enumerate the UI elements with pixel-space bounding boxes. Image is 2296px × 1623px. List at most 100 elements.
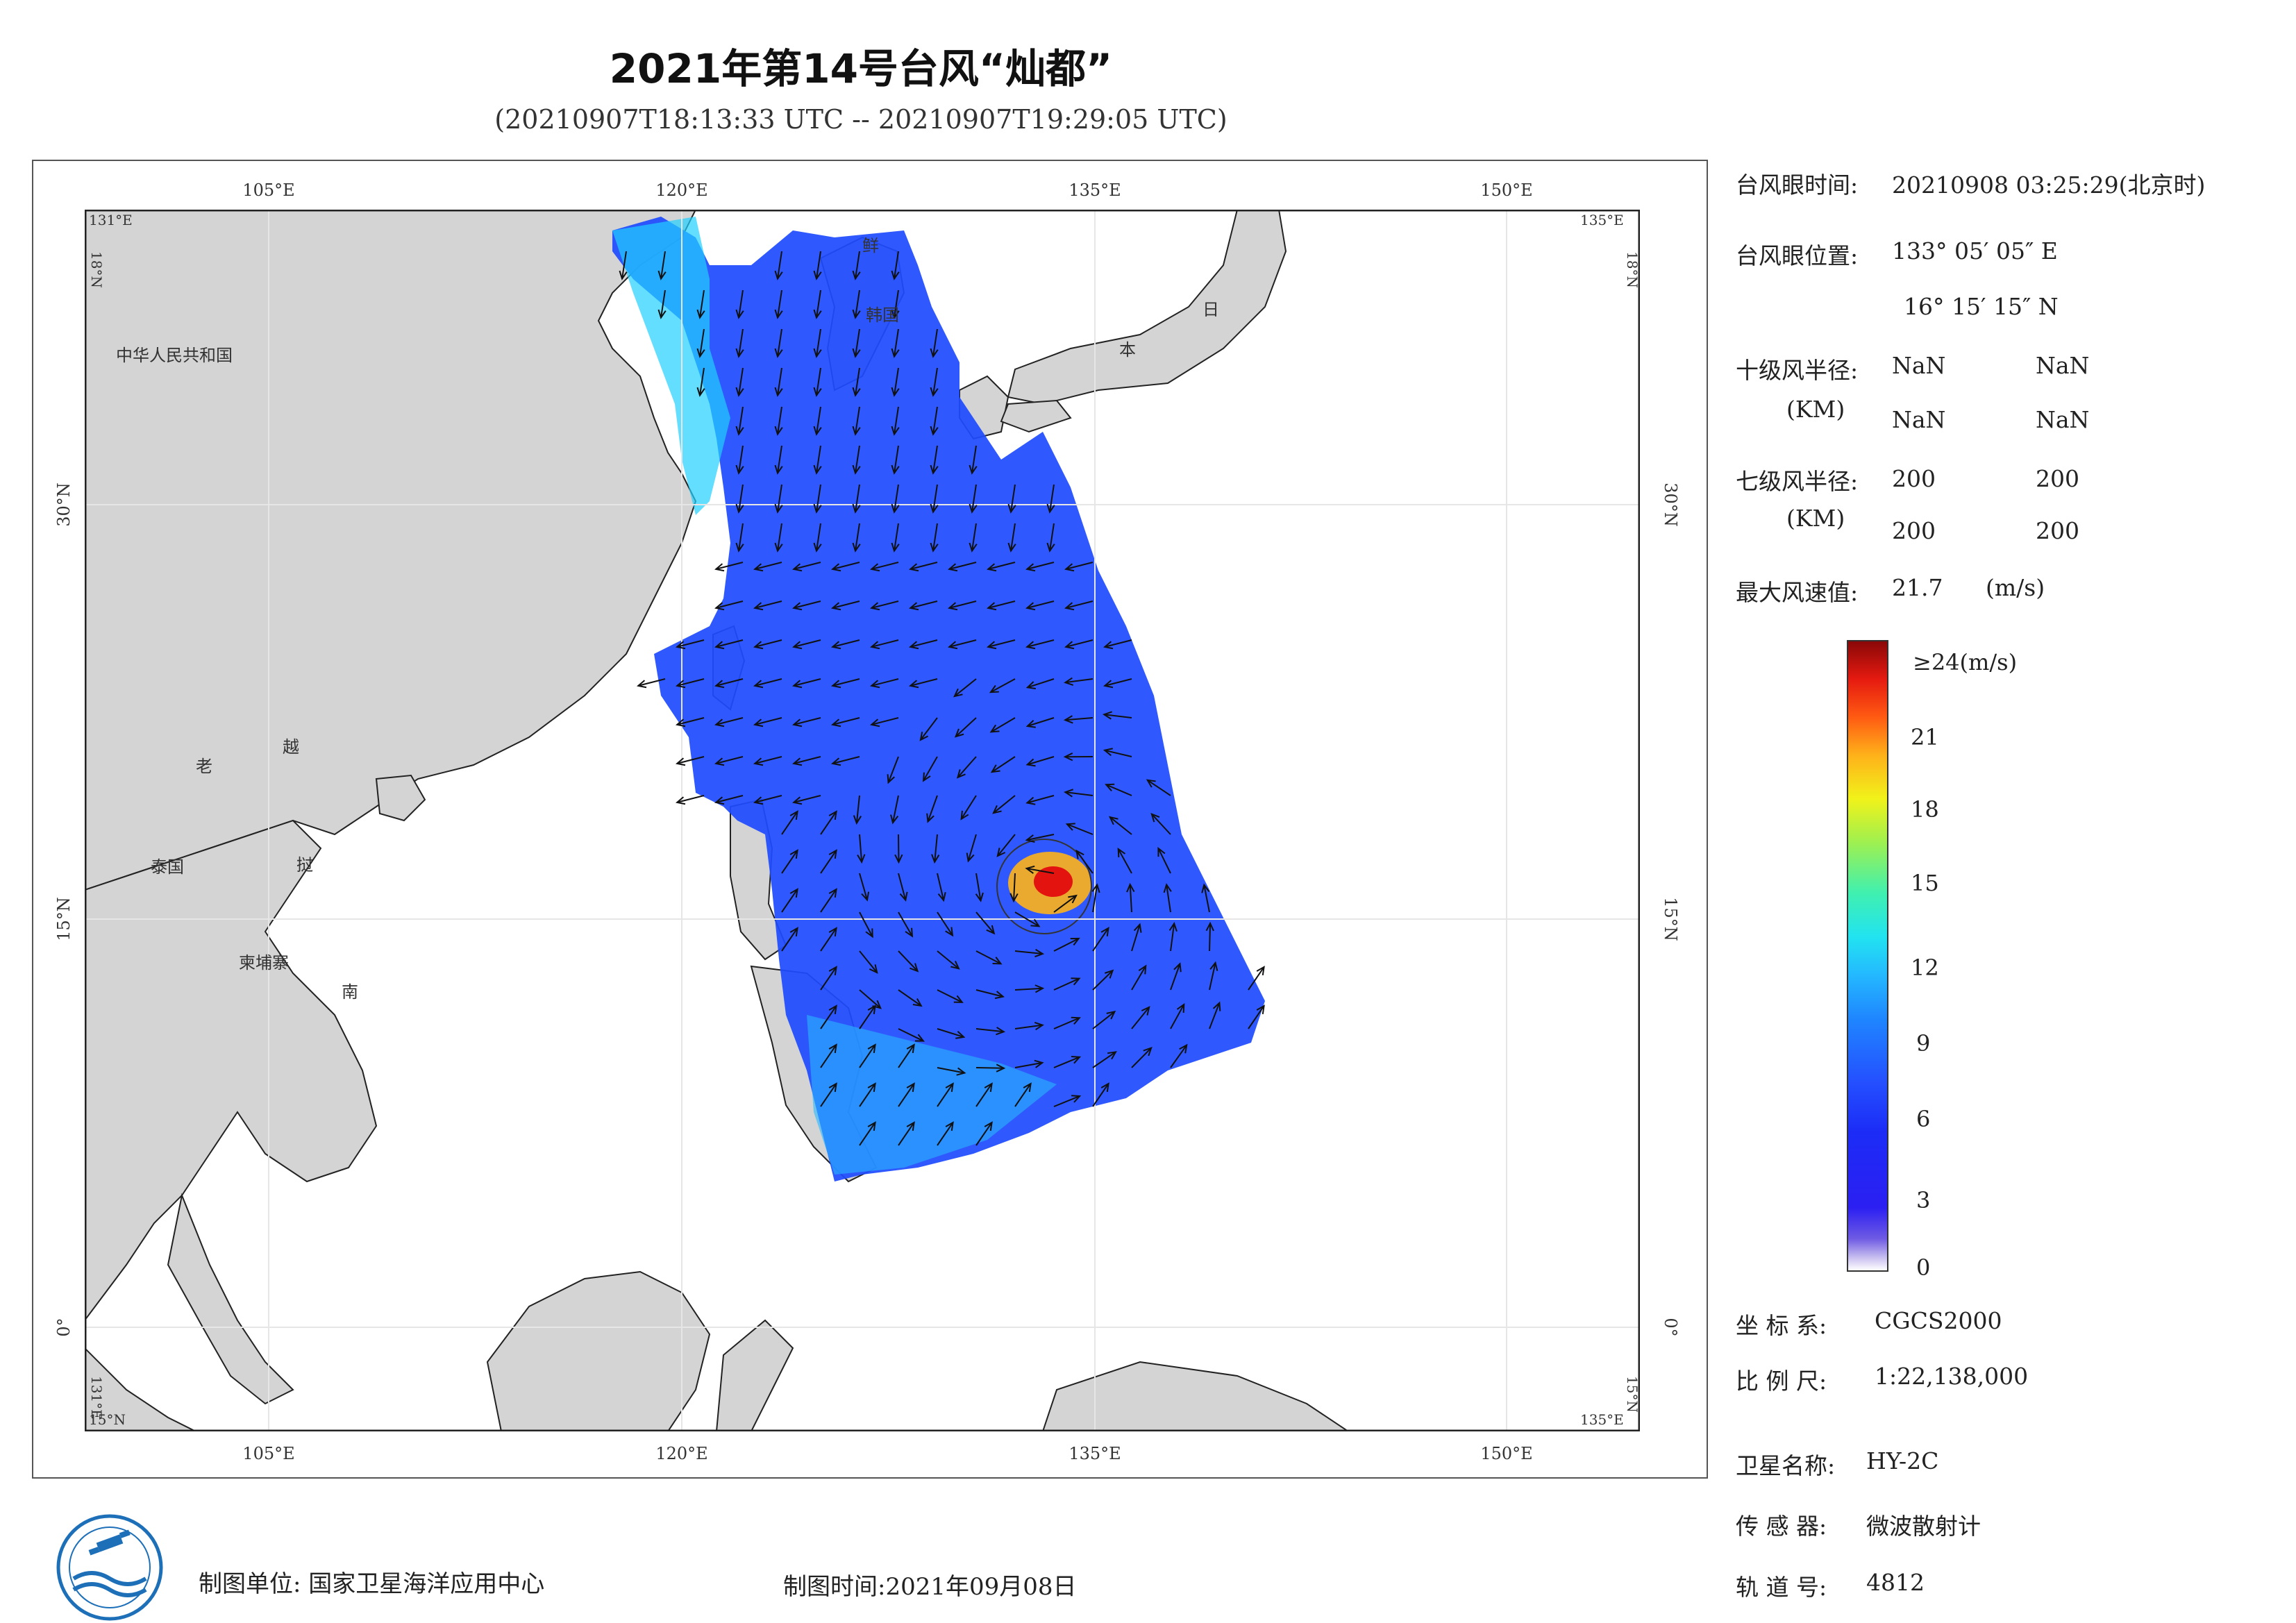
wind-arrow-head xyxy=(1071,977,1081,986)
wind-arrow-head xyxy=(984,1121,993,1132)
wind-arrow xyxy=(777,406,782,435)
wind-arrow-head xyxy=(1025,834,1035,843)
wind-arrow xyxy=(957,756,977,778)
wind-arrow xyxy=(820,1044,837,1068)
wind-arrow-head xyxy=(894,854,903,864)
wind-arrow xyxy=(991,756,1016,773)
wind-arrow-head xyxy=(828,1043,837,1054)
wind-arrow-head xyxy=(828,810,837,821)
wind-arrow xyxy=(894,367,899,396)
wind-arrow xyxy=(738,484,744,512)
borneo-island xyxy=(486,1270,711,1431)
wind-arrow xyxy=(960,795,977,820)
typhoon-core-red xyxy=(1034,866,1073,897)
wind-arrow-head xyxy=(1063,752,1073,762)
wind-arrow xyxy=(855,406,860,435)
japan-honshu xyxy=(1007,210,1287,405)
wind-arrow xyxy=(715,717,744,725)
wind-arrow xyxy=(937,989,963,1003)
wind-arrow-head xyxy=(1064,677,1074,686)
wind-arrow xyxy=(871,562,899,570)
wind-arrow-head xyxy=(831,602,841,611)
wind-arrow-head xyxy=(852,426,861,436)
wind-arrow-head xyxy=(1064,602,1075,611)
wind-arrow xyxy=(832,717,860,725)
wind-arrow xyxy=(1026,868,1055,874)
wind-arrow-head xyxy=(891,503,900,514)
wind-arrow xyxy=(781,889,798,913)
wind-arrow xyxy=(920,717,938,741)
wind-arrow-head xyxy=(1201,883,1210,893)
wind-field-map: 中华人民共和国 老 越 泰国 挝 柬埔寨 南 鲜 韩国 日 本 131°E 13… xyxy=(85,210,1640,1431)
wind-arrow xyxy=(997,834,1016,857)
map-title: 2021年第14号台风“灿都” xyxy=(609,45,1113,92)
wind-arrow xyxy=(855,445,860,473)
r7-unit: (KM) xyxy=(1786,505,1845,532)
wind-arrow xyxy=(955,717,977,737)
wind-arrow-head xyxy=(831,641,841,650)
wind-arrow-head xyxy=(930,426,939,436)
wind-arrow xyxy=(820,927,837,952)
time-range-subtitle: (20210907T18:13:33 UTC -- 20210907T19:29… xyxy=(494,104,1227,135)
wind-arrow xyxy=(898,950,919,972)
wind-arrow-head xyxy=(792,602,803,611)
wind-arrow xyxy=(793,717,821,725)
wind-arrow-head xyxy=(774,309,783,319)
wind-arrow xyxy=(676,639,705,648)
wind-arrow xyxy=(793,600,821,609)
wind-arrow-head xyxy=(1256,966,1265,976)
wind-arrow xyxy=(1026,562,1055,570)
wind-arrow-head xyxy=(950,961,960,970)
wind-arrow-head xyxy=(774,270,783,280)
wind-arrow xyxy=(871,600,899,609)
wind-arrow-head xyxy=(1034,1059,1044,1068)
sumatra-island xyxy=(85,1347,196,1431)
wind-arrow-head xyxy=(948,641,958,650)
wind-arrow-head xyxy=(789,810,798,821)
scale-label: 比 例 尺: xyxy=(1736,1368,1827,1395)
wind-arrow-head xyxy=(914,1034,925,1042)
wind-arrow xyxy=(948,600,977,609)
wind-arrow xyxy=(754,562,782,570)
r10-unit: (KM) xyxy=(1786,396,1845,423)
lat-tick-right-15: 15°N xyxy=(1661,897,1680,941)
wind-arrow-head xyxy=(887,774,895,784)
wind-arrow xyxy=(932,328,938,357)
wind-arrow-head xyxy=(774,426,783,436)
wind-arrow-head xyxy=(996,848,1006,857)
wind-arrow xyxy=(1131,924,1141,952)
wind-arrow-head xyxy=(813,426,822,436)
wind-arrow xyxy=(738,367,744,396)
wind-arrow-head xyxy=(1025,641,1036,650)
wind-arrow xyxy=(855,328,860,357)
wind-arrow xyxy=(676,717,705,725)
wind-arrow-head xyxy=(789,849,798,859)
colorbar-tick-12: 12 xyxy=(1911,955,1939,981)
wind-arrow-head xyxy=(909,602,919,611)
wind-arrow-head xyxy=(813,503,822,514)
wind-arrow-head xyxy=(1138,964,1147,975)
wind-arrow xyxy=(832,600,860,609)
wind-swath-northern-cyan xyxy=(612,217,730,515)
wind-arrow-head xyxy=(906,1082,915,1093)
wind-arrow-head xyxy=(676,757,686,766)
wind-arrow xyxy=(1209,923,1212,952)
wind-arrow-head xyxy=(753,718,764,728)
new-guinea-island xyxy=(1041,1361,1350,1431)
wind-arrow xyxy=(777,445,782,473)
crs-value: CGCS2000 xyxy=(1875,1307,2002,1334)
wind-speed-colorbar xyxy=(1847,640,1888,1272)
wind-arrow xyxy=(1014,911,1039,927)
wind-arrow xyxy=(754,600,782,609)
wind-arrow-head xyxy=(831,757,841,766)
wind-arrow-head xyxy=(857,854,866,864)
wind-arrow-head xyxy=(891,348,900,358)
wind-arrow xyxy=(991,717,1016,733)
wind-arrow xyxy=(855,367,860,396)
footer-date: 制图时间:2021年09月08日 xyxy=(783,1573,1077,1601)
wind-arrow xyxy=(1092,927,1109,952)
wind-arrow xyxy=(937,1067,965,1074)
hainan-island xyxy=(375,774,426,822)
wind-arrow-head xyxy=(831,718,841,728)
wind-arrow-head xyxy=(813,387,822,397)
